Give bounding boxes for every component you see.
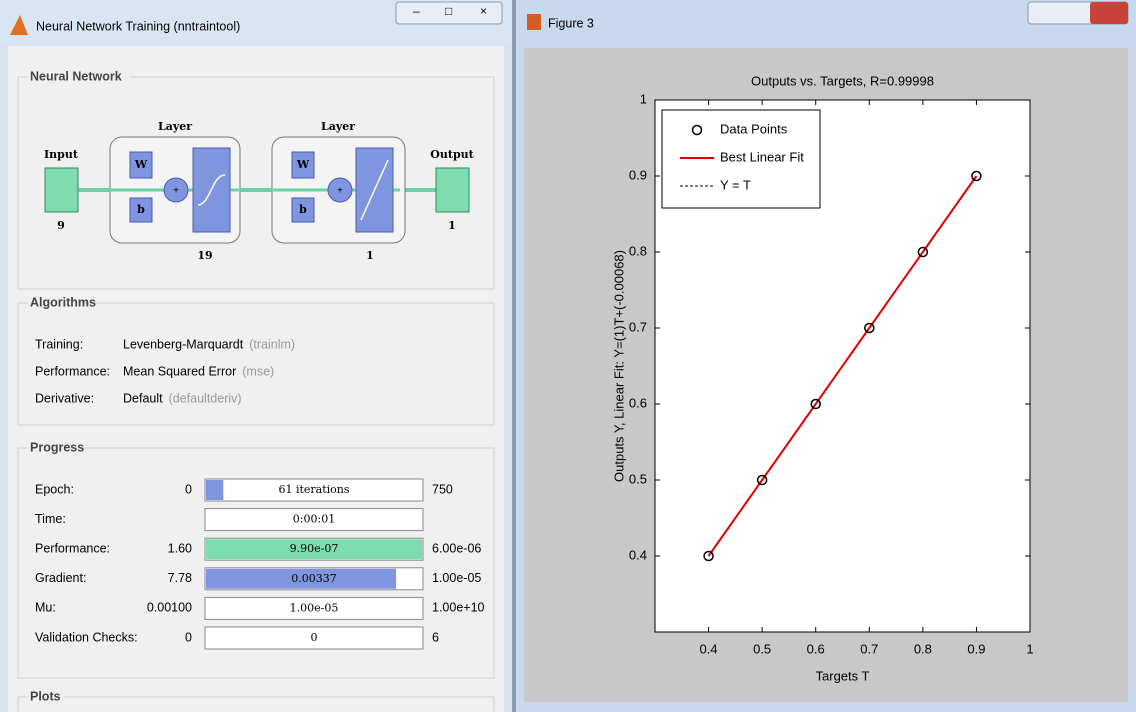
row-label: Time:: [35, 512, 66, 526]
field-label: Training:: [35, 337, 83, 351]
field-label: Performance:: [35, 364, 110, 378]
panel-title: Neural Network: [30, 69, 122, 83]
output-box: [436, 168, 469, 212]
layer-size: 1: [366, 249, 374, 262]
input-box: [45, 168, 78, 212]
close-button[interactable]: [1090, 2, 1128, 24]
plus: +: [173, 186, 179, 197]
input-size: 9: [57, 219, 65, 232]
panel-title: Algorithms: [30, 295, 96, 309]
panel-title: Progress: [30, 440, 84, 454]
row-label: Performance:: [35, 541, 110, 555]
progress-text: 0: [311, 631, 318, 644]
screen: Neural Network Training (nntraintool) – …: [0, 0, 1136, 712]
y-tick-label: 0.6: [629, 395, 647, 410]
panel-title: Plots: [30, 689, 61, 703]
window-title: Neural Network Training (nntraintool): [36, 19, 240, 33]
layer-size: 19: [197, 249, 212, 262]
divider: [512, 0, 516, 712]
x-tick-label: 0.7: [860, 641, 878, 656]
output-label: Output: [430, 148, 474, 161]
start-value: 1.60: [168, 541, 192, 555]
end-value: 1.00e-05: [432, 571, 481, 585]
input-label: Input: [44, 148, 79, 161]
x-tick-label: 0.4: [700, 641, 718, 656]
legend-label: Y = T: [720, 177, 751, 192]
weight-label: W: [296, 158, 310, 171]
row-label: Validation Checks:: [35, 630, 138, 644]
maximize-button[interactable]: □: [445, 4, 452, 18]
weight-label: W: [134, 158, 148, 171]
window-title: Figure 3: [548, 16, 594, 30]
x-tick-label: 0.5: [753, 641, 771, 656]
legend-label: Best Linear Fit: [720, 149, 804, 164]
progress-text: 0.00337: [291, 572, 337, 585]
y-tick-label: 0.4: [629, 547, 647, 562]
progress-text: 9.90e-07: [290, 542, 339, 555]
layer-label: Layer: [321, 120, 355, 133]
field-value: Mean Squared Error: [123, 364, 236, 378]
chart-title: Outputs vs. Targets, R=0.99998: [751, 73, 934, 88]
layer-label: Layer: [158, 120, 192, 133]
field-note: (defaultderiv): [169, 391, 242, 405]
field-note: (trainlm): [249, 337, 295, 351]
field-note: (mse): [242, 364, 274, 378]
progress-text: 61 iterations: [278, 483, 349, 496]
y-tick-label: 0.8: [629, 243, 647, 258]
x-axis-label: Targets T: [816, 668, 870, 683]
plus: +: [337, 186, 343, 197]
bias-label: b: [137, 203, 145, 216]
field-label: Derivative:: [35, 391, 94, 405]
y-tick-label: 0.7: [629, 319, 647, 334]
end-value: 1.00e+10: [432, 601, 485, 615]
minimize-button[interactable]: –: [413, 4, 420, 18]
y-tick-label: 1: [640, 91, 647, 106]
row-label: Epoch:: [35, 482, 74, 496]
y-tick-label: 0.5: [629, 471, 647, 486]
progress-fill: [206, 480, 223, 500]
start-value: 0: [185, 630, 192, 644]
output-size: 1: [448, 219, 456, 232]
page: Neural Network Training (nntraintool) – …: [0, 0, 1136, 712]
row-label: Gradient:: [35, 571, 86, 585]
row-label: Mu:: [35, 601, 56, 615]
figure-icon: [527, 14, 541, 30]
start-value: 0: [185, 482, 192, 496]
field-value: Levenberg-Marquardt: [123, 337, 244, 351]
x-tick-label: 0.9: [967, 641, 985, 656]
y-tick-label: 0.9: [629, 167, 647, 182]
end-value: 6: [432, 630, 439, 644]
x-tick-label: 0.6: [807, 641, 825, 656]
bias-label: b: [299, 203, 307, 216]
end-value: 750: [432, 482, 453, 496]
y-axis-label: Outputs Y, Linear Fit: Y=(1)T+(-0.00068): [611, 250, 626, 482]
progress-text: 1.00e-05: [290, 601, 339, 614]
field-value: Default: [123, 391, 163, 405]
progress-text: 0:00:01: [293, 513, 335, 526]
close-button[interactable]: ×: [480, 4, 487, 18]
x-tick-label: 1: [1026, 641, 1033, 656]
start-value: 0.00100: [147, 601, 192, 615]
end-value: 6.00e-06: [432, 541, 481, 555]
legend-label: Data Points: [720, 121, 788, 136]
start-value: 7.78: [168, 571, 192, 585]
x-tick-label: 0.8: [914, 641, 932, 656]
